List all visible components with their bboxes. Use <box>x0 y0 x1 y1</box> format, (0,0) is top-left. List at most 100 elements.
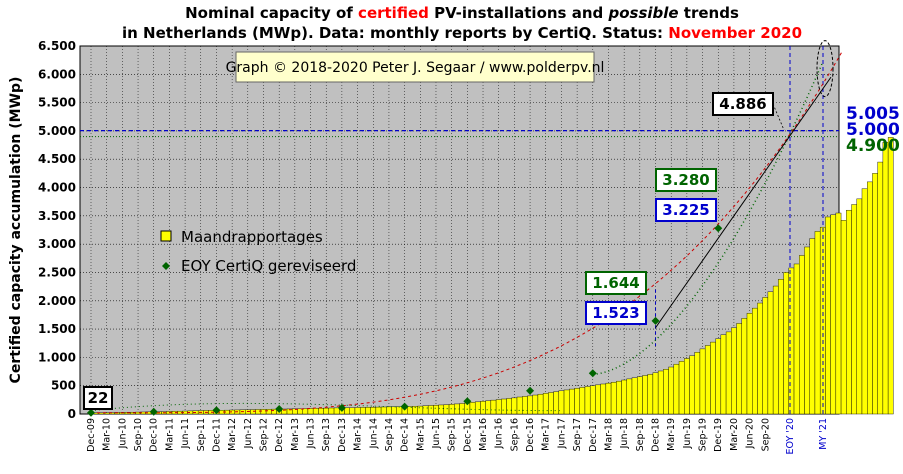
bar <box>767 291 774 415</box>
annot-eoy18-revised-text: 1.644 <box>592 274 639 292</box>
bar <box>663 369 669 415</box>
x-tick-label: Sep-12 <box>258 418 269 451</box>
x-tick-label: Mar-16 <box>478 418 489 451</box>
side-label-1: 5.005 <box>846 104 900 124</box>
annot-eoy19-revised-box <box>655 168 717 192</box>
bar <box>621 379 627 415</box>
bar <box>495 399 502 415</box>
eoy-marker <box>337 403 346 412</box>
x-tick-label: Jun-10 <box>117 418 128 449</box>
bar <box>563 389 570 415</box>
bar <box>579 387 586 415</box>
bar <box>511 397 518 415</box>
bar <box>271 408 277 415</box>
x-tick-label: Mar-15 <box>415 418 426 451</box>
x-tick-label: Sep-11 <box>196 418 207 451</box>
eoy-marker <box>87 408 95 417</box>
bar <box>359 407 366 415</box>
x-tick-label: Mar-20 <box>729 418 740 451</box>
x-tick-label-extra: MY '21 <box>818 418 829 450</box>
x-tick-label: Mar-19 <box>666 418 677 451</box>
bar <box>715 338 722 415</box>
bar <box>427 405 434 415</box>
bar <box>516 396 523 415</box>
legend-bar-swatch <box>160 230 172 242</box>
bar <box>851 204 857 415</box>
bar <box>668 366 675 415</box>
eoy-marker <box>588 369 597 378</box>
annot-last-text: 4.886 <box>719 95 766 113</box>
bar <box>574 388 580 415</box>
bar <box>422 405 429 415</box>
y-tick-label: 2.000 <box>38 294 76 308</box>
bar <box>605 382 612 415</box>
bar <box>307 408 314 415</box>
bar <box>783 272 790 415</box>
bar <box>255 409 262 415</box>
x-tick-label: Sep-13 <box>321 418 332 451</box>
eoy-markers <box>87 224 723 417</box>
y-tick-label: 500 <box>51 379 76 393</box>
bar <box>772 285 779 415</box>
x-tick-label: Mar-17 <box>541 418 552 451</box>
bar <box>365 407 371 415</box>
x-tick-label: Mar-14 <box>353 418 364 451</box>
y-tick-label: 4.000 <box>38 181 76 195</box>
bar <box>882 142 889 415</box>
bar <box>433 405 439 415</box>
bar <box>391 406 397 415</box>
bar <box>354 407 361 415</box>
bar <box>474 401 481 415</box>
x-tick-label: Dec-15 <box>462 418 473 452</box>
bar <box>725 331 732 415</box>
bar <box>846 209 852 415</box>
x-tick-label: Sep-15 <box>447 418 458 451</box>
bar <box>699 348 706 415</box>
bar <box>380 406 387 415</box>
x-tick-label: Jun-17 <box>556 418 567 449</box>
x-tick-label: Jun-14 <box>368 418 379 449</box>
bar <box>694 352 701 415</box>
bar <box>642 375 648 415</box>
credit-text: Graph © 2018-2020 Peter J. Segaar / www.… <box>226 60 605 76</box>
bar <box>469 402 476 415</box>
x-tick-label: Jun-19 <box>682 418 693 449</box>
bar <box>459 403 465 415</box>
bar <box>626 378 633 415</box>
bar <box>657 370 664 415</box>
y-tick-label: 6.000 <box>38 67 76 81</box>
annot-start-box <box>83 386 113 410</box>
bar <box>720 334 727 415</box>
bar <box>616 380 622 415</box>
bar <box>752 307 758 415</box>
bar <box>396 406 403 415</box>
bar <box>861 188 868 415</box>
bar <box>490 399 497 415</box>
bar <box>370 407 377 415</box>
x-tick-label: Sep-10 <box>133 418 144 451</box>
bar <box>532 394 539 415</box>
bar <box>595 384 601 415</box>
side-label-2: 5.000 <box>846 120 900 140</box>
eoy-marker <box>714 224 723 233</box>
y-tick-label: 3.500 <box>38 209 76 223</box>
annot-eoy19-monthly-box <box>655 198 717 222</box>
y-tick-label: 2.500 <box>38 265 76 279</box>
bar <box>333 407 340 415</box>
x-tick-label: Sep-14 <box>384 418 395 451</box>
bar <box>757 302 763 415</box>
bar <box>762 297 769 415</box>
bar <box>480 401 486 415</box>
x-tick-label: Dec-12 <box>274 418 285 452</box>
x-tick-label: Sep-17 <box>572 418 583 451</box>
annot-eoy18-monthly-text: 1.523 <box>592 304 639 322</box>
bar <box>610 382 617 415</box>
eoy-marker <box>463 397 472 406</box>
bar <box>778 279 784 415</box>
bar <box>835 212 842 415</box>
bar <box>684 358 690 415</box>
x-tick-label: Dec-18 <box>651 418 662 452</box>
bar <box>799 255 805 415</box>
x-tick-label: Mar-10 <box>102 418 113 451</box>
bar <box>678 361 685 415</box>
